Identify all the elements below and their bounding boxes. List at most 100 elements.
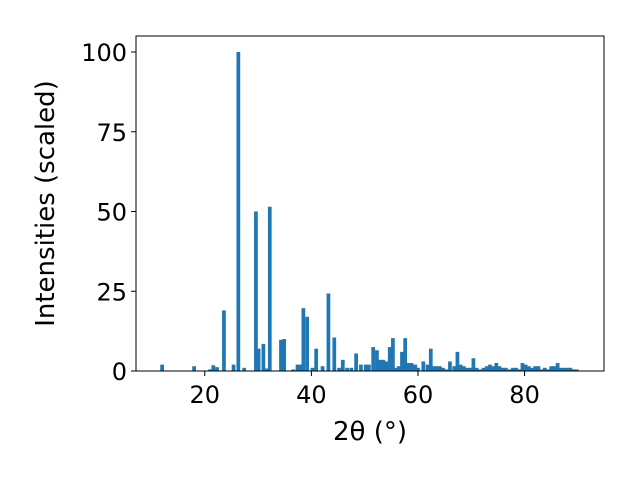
x-ticks: 20 40 60 80 (189, 371, 540, 409)
bar (507, 369, 512, 371)
bar (471, 358, 476, 371)
bar (231, 364, 236, 371)
bar (267, 206, 272, 371)
x-tick-label: 20 (189, 381, 220, 409)
bar (298, 364, 303, 371)
bar (236, 52, 241, 371)
bar (320, 366, 325, 371)
bar (514, 367, 518, 371)
bar (431, 366, 436, 371)
x-tick-label: 40 (296, 381, 327, 409)
bar (192, 366, 196, 371)
bar (448, 361, 452, 371)
bar (208, 369, 212, 371)
bar (378, 359, 382, 371)
bar (465, 367, 469, 371)
bar (523, 364, 528, 371)
bar (332, 337, 337, 371)
bar (481, 367, 486, 371)
bar (526, 366, 531, 371)
bar (295, 364, 300, 371)
bar (310, 367, 315, 371)
bar (416, 367, 420, 371)
x-axis-label: 2θ (°) (333, 417, 407, 447)
bar (452, 366, 457, 371)
y-axis-label: Intensities (scaled) (31, 80, 61, 327)
bar (384, 361, 389, 371)
bar (261, 343, 266, 371)
bar (406, 363, 411, 371)
bar (552, 366, 557, 371)
bar (349, 367, 354, 371)
bar (455, 351, 460, 371)
bar (396, 366, 401, 371)
bar (215, 367, 219, 371)
bar (394, 367, 398, 371)
bar (425, 364, 430, 371)
bar (282, 339, 287, 371)
bar (571, 369, 576, 371)
bar (555, 363, 560, 371)
bar (520, 363, 525, 371)
bar (375, 350, 379, 371)
bar (222, 310, 226, 371)
bar (542, 367, 547, 371)
bar (533, 366, 538, 371)
bar (211, 365, 216, 371)
bar (400, 351, 404, 371)
bar (500, 367, 505, 371)
x-tick-label: 60 (403, 381, 434, 409)
bar (265, 368, 269, 371)
bar (337, 367, 341, 371)
y-tick-label: 0 (112, 358, 127, 386)
bar (530, 367, 534, 371)
bar (504, 367, 508, 371)
bar (484, 366, 489, 371)
bar (413, 364, 418, 371)
bar (314, 348, 319, 371)
bar (340, 359, 345, 371)
bar (562, 367, 566, 371)
bar (381, 359, 386, 371)
plot-frame (135, 35, 605, 372)
y-tick-label: 25 (96, 278, 127, 306)
bar (387, 347, 392, 371)
bar (574, 369, 579, 371)
bar (458, 364, 463, 371)
x-tick-label: 80 (509, 381, 540, 409)
bar (494, 363, 499, 371)
y-tick-label: 50 (96, 199, 127, 227)
bar (242, 367, 247, 371)
bar (558, 367, 563, 371)
bar (437, 366, 442, 371)
y-ticks: 0 25 50 75 100 (81, 39, 136, 386)
bar (367, 364, 371, 371)
bar (409, 363, 414, 371)
y-tick-label: 100 (81, 39, 127, 67)
bar (371, 347, 376, 371)
bar (301, 308, 306, 371)
bar (444, 369, 449, 371)
bar (160, 364, 164, 371)
bar (354, 353, 359, 371)
bar (497, 366, 502, 371)
bar (474, 367, 479, 371)
bar (491, 366, 495, 371)
bar (488, 364, 492, 371)
bar (546, 369, 550, 371)
bar (434, 366, 439, 371)
bar (326, 293, 331, 371)
bar (510, 367, 515, 371)
bar (279, 339, 283, 371)
bar (305, 316, 309, 371)
bar (254, 211, 258, 371)
bar (421, 361, 426, 371)
bar (549, 366, 554, 371)
bars-group (160, 52, 579, 371)
y-tick-label: 75 (96, 119, 127, 147)
bar (536, 366, 541, 371)
bar (539, 369, 544, 371)
bar (345, 367, 349, 371)
bar (468, 367, 473, 371)
bar (565, 367, 570, 371)
